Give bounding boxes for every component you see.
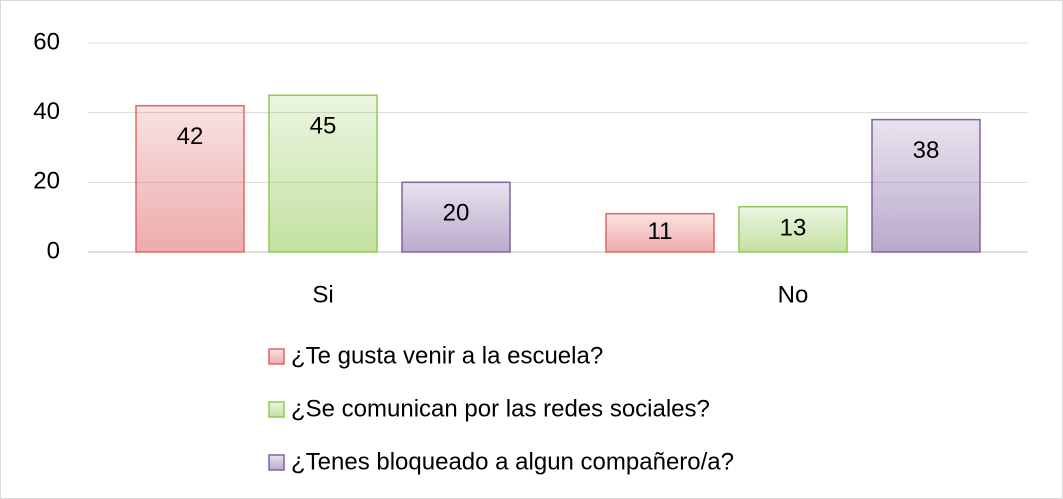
y-tick-label: 20	[33, 168, 60, 195]
data-label: 42	[177, 123, 204, 150]
legend-swatch	[268, 454, 285, 471]
y-tick-label: 60	[33, 28, 60, 55]
legend-label: ¿Te gusta venir a la escuela?	[291, 342, 603, 369]
legend-label: ¿Tenes bloqueado a algun compañero/a?	[291, 448, 734, 475]
bar	[605, 212, 715, 253]
x-tick-label: No	[778, 281, 809, 308]
legend-swatch	[268, 348, 285, 365]
bar	[135, 104, 245, 253]
y-tick-label: 40	[33, 98, 60, 125]
x-tick-label: Si	[312, 281, 333, 308]
data-label: 11	[648, 218, 673, 245]
bar	[871, 118, 981, 253]
data-label: 45	[310, 113, 337, 140]
legend-label: ¿Se comunican por las redes sociales?	[291, 395, 710, 422]
data-label: 38	[913, 137, 940, 164]
bar	[738, 205, 848, 253]
legend-swatch	[268, 401, 285, 418]
data-label: 20	[443, 200, 470, 227]
y-tick-label: 0	[47, 237, 60, 264]
bar	[401, 181, 511, 253]
bar	[268, 94, 378, 253]
data-label: 13	[780, 215, 807, 242]
